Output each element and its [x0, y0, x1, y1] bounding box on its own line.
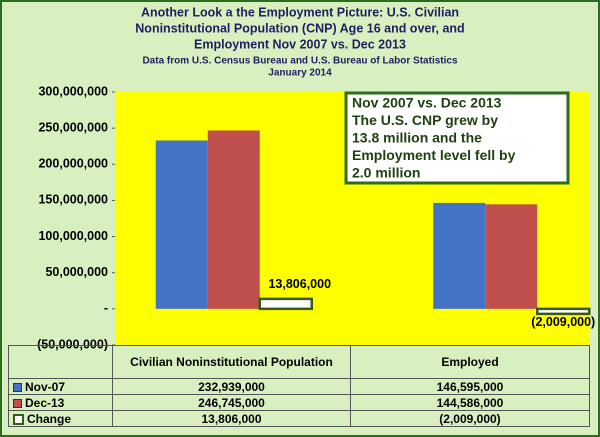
annotation: 13.8 million and the	[352, 130, 482, 146]
chart-title: Noninstitutional Population (CNP) Age 16…	[135, 21, 464, 35]
annotation: 2.0 million	[352, 165, 420, 181]
annotation: Employment level fell by	[352, 147, 516, 163]
table-row: Nov-07 232,939,000 146,595,000	[8, 378, 590, 395]
y-tick-label: 200,000,000	[38, 157, 108, 171]
legend-entry: Change	[8, 410, 113, 427]
y-tick-label: -	[104, 301, 108, 315]
bar	[155, 140, 208, 309]
table-row: Change 13,806,000 (2,009,000)	[8, 410, 590, 427]
table-value: (2,009,000)	[350, 410, 590, 427]
table-value: 13,806,000	[112, 410, 351, 427]
bar	[207, 130, 260, 309]
bar	[485, 204, 538, 309]
table-corner	[8, 345, 113, 379]
legend-entry: Nov-07	[8, 378, 113, 395]
y-tick-label: 250,000,000	[38, 120, 108, 134]
chart-subtitle: Data from U.S. Census Bureau and U.S. Bu…	[142, 56, 458, 67]
y-tick-label: 300,000,000	[38, 84, 108, 98]
legend-key	[13, 413, 24, 425]
table-value: 232,939,000	[112, 378, 351, 395]
data-table: Civilian Noninstitutional Population Empl…	[8, 345, 590, 427]
y-tick-label: 100,000,000	[38, 229, 108, 243]
x-tick-label: Civilian Noninstitutional Population	[112, 345, 351, 379]
chart-title: Another Look a the Employment Picture: U…	[141, 5, 459, 19]
x-tick-label: Employed	[350, 345, 590, 379]
bar	[536, 307, 591, 316]
table-value: 144,586,000	[350, 394, 590, 411]
legend-key	[13, 382, 22, 392]
bar	[433, 202, 486, 309]
table-value: 146,595,000	[350, 378, 590, 395]
legend-label: Dec-13	[25, 395, 65, 410]
data-label: (2,009,000)	[531, 315, 595, 329]
legend-entry: Dec-13	[8, 394, 113, 411]
y-tick-label: 50,000,000	[45, 265, 108, 279]
bar	[258, 297, 313, 311]
annotation-box	[344, 91, 570, 185]
legend-label: Change	[27, 411, 72, 426]
chart-subtitle: January 2014	[268, 68, 332, 79]
table-header: Civilian Noninstitutional Population Empl…	[8, 345, 590, 379]
annotation: The U.S. CNP grew by	[352, 112, 498, 128]
chart-title: Employment Nov 2007 vs. Dec 2013	[194, 37, 406, 51]
table-value: 246,745,000	[112, 394, 351, 411]
data-label: 13,806,000	[268, 277, 331, 291]
y-tick-label: 150,000,000	[38, 193, 108, 207]
legend-label: Nov-07	[25, 379, 66, 394]
annotation: Nov 2007 vs. Dec 2013	[352, 95, 502, 111]
table-row: Dec-13 246,745,000 144,586,000	[8, 394, 590, 411]
legend-key	[13, 398, 22, 408]
